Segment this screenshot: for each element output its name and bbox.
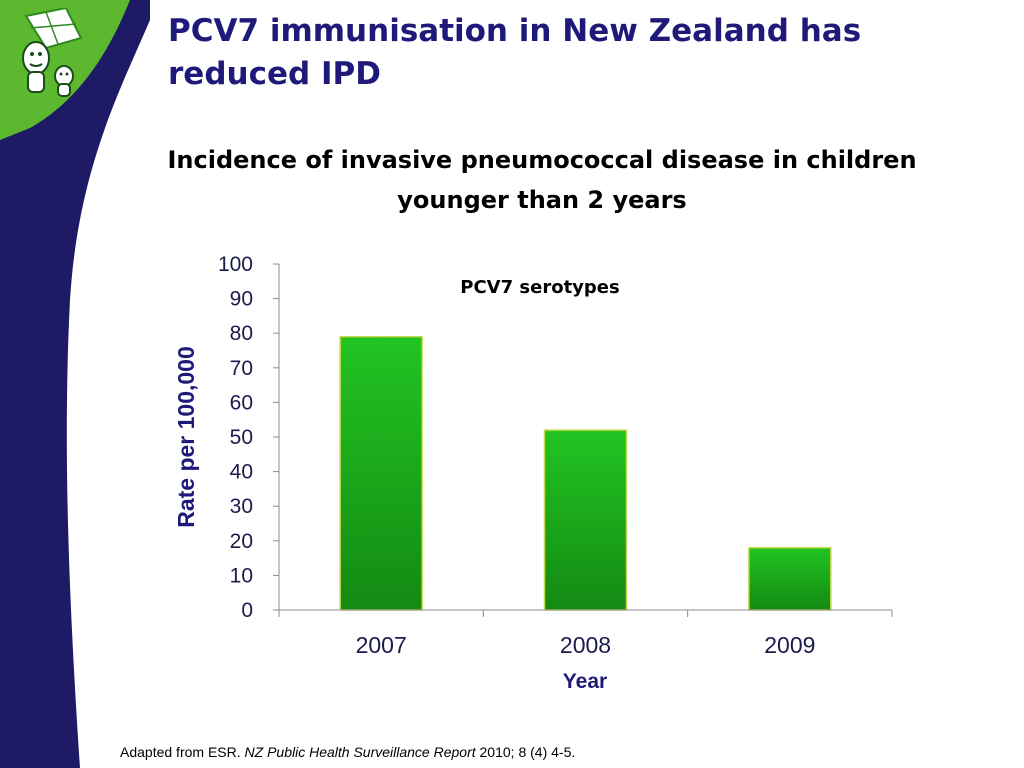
y-tick-label: 60 bbox=[230, 391, 253, 414]
y-tick-label: 40 bbox=[230, 461, 253, 484]
y-tick-label: 100 bbox=[218, 253, 253, 276]
page-title: PCV7 immunisation in New Zealand has red… bbox=[168, 13, 862, 92]
y-tick-label: 50 bbox=[230, 426, 253, 449]
y-tick-label: 20 bbox=[230, 530, 253, 553]
x-tick-label: 2007 bbox=[356, 632, 407, 658]
footnote-suffix: 2010; 8 (4) 4-5. bbox=[475, 744, 576, 760]
y-tick-label: 80 bbox=[230, 322, 253, 345]
y-axis-label: Rate per 100,000 bbox=[173, 346, 199, 528]
y-tick-label: 70 bbox=[230, 357, 253, 380]
x-tick-label: 2009 bbox=[764, 632, 815, 658]
y-tick-label: 90 bbox=[230, 288, 253, 311]
bar-2008 bbox=[543, 429, 628, 611]
source-footnote: Adapted from ESR. NZ Public Health Surve… bbox=[120, 744, 575, 760]
y-tick-label: 30 bbox=[230, 495, 253, 518]
chart-title: Incidence of invasive pneumococcal disea… bbox=[167, 146, 917, 214]
logo-icon bbox=[22, 8, 83, 97]
chart-annotation: PCV7 serotypes bbox=[460, 277, 619, 298]
y-tick-label: 10 bbox=[230, 564, 253, 587]
x-axis-label: Year bbox=[563, 670, 607, 693]
footnote-journal: NZ Public Health Surveillance Report bbox=[244, 744, 476, 760]
x-tick-label: 2008 bbox=[560, 632, 611, 658]
footnote-prefix: Adapted from ESR. bbox=[120, 744, 245, 760]
bar-2009 bbox=[748, 546, 832, 611]
y-tick-label: 0 bbox=[241, 599, 253, 622]
sidebar-navy-band bbox=[0, 0, 150, 768]
bar-2007 bbox=[339, 335, 423, 611]
